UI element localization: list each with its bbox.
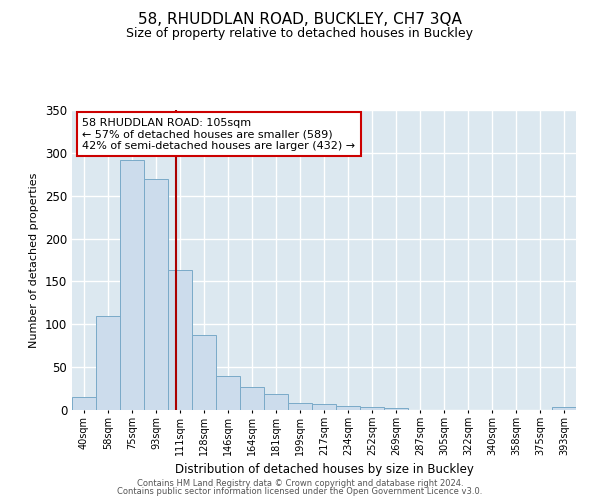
Bar xyxy=(192,336,216,410)
Text: 58 RHUDDLAN ROAD: 105sqm
← 57% of detached houses are smaller (589)
42% of semi-: 58 RHUDDLAN ROAD: 105sqm ← 57% of detach… xyxy=(82,118,355,150)
X-axis label: Distribution of detached houses by size in Buckley: Distribution of detached houses by size … xyxy=(175,464,473,476)
Bar xyxy=(96,316,120,410)
Text: Contains HM Land Registry data © Crown copyright and database right 2024.: Contains HM Land Registry data © Crown c… xyxy=(137,478,463,488)
Text: Size of property relative to detached houses in Buckley: Size of property relative to detached ho… xyxy=(127,28,473,40)
Bar xyxy=(552,408,576,410)
Bar xyxy=(336,406,360,410)
Text: 58, RHUDDLAN ROAD, BUCKLEY, CH7 3QA: 58, RHUDDLAN ROAD, BUCKLEY, CH7 3QA xyxy=(138,12,462,28)
Bar xyxy=(216,376,240,410)
Bar xyxy=(72,397,96,410)
Text: Contains public sector information licensed under the Open Government Licence v3: Contains public sector information licen… xyxy=(118,487,482,496)
Bar xyxy=(288,403,312,410)
Bar xyxy=(144,178,168,410)
Bar xyxy=(120,160,144,410)
Bar xyxy=(240,387,264,410)
Bar xyxy=(264,394,288,410)
Bar xyxy=(312,404,336,410)
Y-axis label: Number of detached properties: Number of detached properties xyxy=(29,172,40,348)
Bar xyxy=(168,270,192,410)
Bar xyxy=(360,408,384,410)
Bar xyxy=(384,408,408,410)
